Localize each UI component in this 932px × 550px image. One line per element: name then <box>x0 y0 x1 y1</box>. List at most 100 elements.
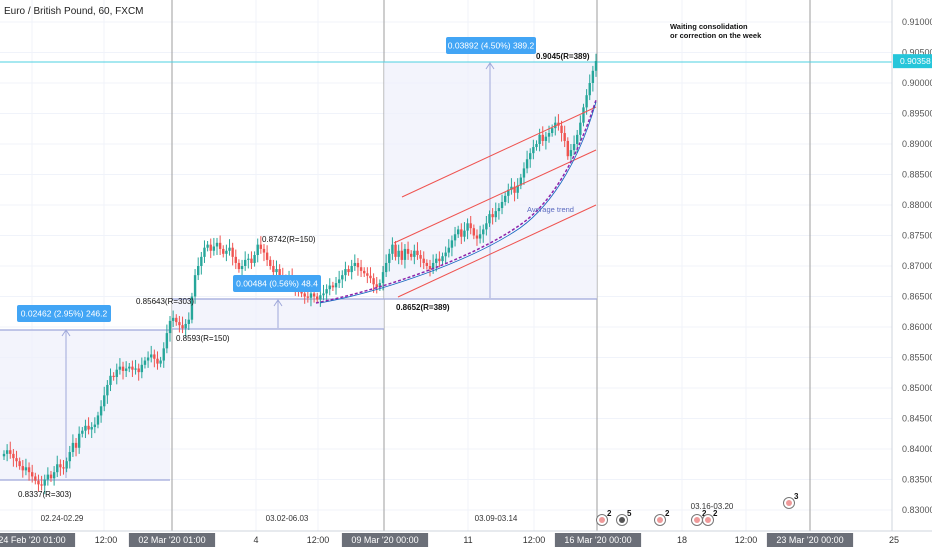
candle-body <box>463 230 466 237</box>
price-tick: 0.83000 <box>902 505 932 515</box>
candle-body <box>503 195 507 202</box>
measure-box-1[interactable] <box>17 305 111 322</box>
price-label-low2: 0.8593(R=150) <box>176 334 230 343</box>
candles <box>2 53 598 495</box>
candle-body <box>381 272 385 284</box>
candle-body <box>435 258 438 263</box>
time-axis-bg[interactable] <box>0 531 932 550</box>
candle-body <box>46 474 50 480</box>
candle-body <box>222 248 225 254</box>
time-tick: 4 <box>253 535 258 545</box>
candle-body <box>212 246 216 251</box>
time-tick: 12:00 <box>523 535 546 545</box>
candle-body <box>265 252 269 260</box>
candle-body <box>165 333 169 349</box>
candle-body <box>77 433 81 448</box>
candle-body <box>438 258 441 262</box>
candle-body <box>328 285 331 290</box>
event-badge-dot <box>619 517 625 523</box>
candle-body <box>243 259 247 266</box>
candle-body <box>397 250 400 257</box>
candle-body <box>131 366 134 370</box>
candle-body <box>563 133 566 141</box>
candle-body <box>522 168 526 178</box>
candle-body <box>353 262 357 266</box>
candle-body <box>538 134 541 144</box>
candle-body <box>350 266 353 273</box>
time-tick: 02 Mar '20 01:00 <box>138 535 205 545</box>
candle-body <box>507 189 510 196</box>
price-axis-bg[interactable] <box>892 0 932 550</box>
candle-body <box>153 354 156 359</box>
candle-body <box>428 266 432 270</box>
candle-body <box>309 293 313 298</box>
candle-body <box>478 234 482 239</box>
last-price-badge <box>893 54 932 69</box>
candle-body <box>544 136 548 141</box>
candle-body <box>510 186 513 190</box>
candle-body <box>234 256 237 263</box>
time-tick-highlight <box>766 533 854 547</box>
candle-body <box>475 235 479 239</box>
candle-body <box>572 144 576 151</box>
candle-body <box>15 458 18 462</box>
time-tick-highlight <box>0 533 76 547</box>
time-tick: 24 Feb '20 01:00 <box>0 535 66 545</box>
candle-body <box>9 450 12 454</box>
candle-body <box>81 430 84 434</box>
candle-body <box>193 275 197 297</box>
candle-body <box>231 247 234 257</box>
candle-body <box>84 425 87 431</box>
chart-title: Euro / British Pound, 60, FXCM <box>4 6 144 17</box>
measure-arrow-3-head <box>485 62 495 70</box>
price-tick: 0.85500 <box>902 353 932 363</box>
candle-body <box>525 159 529 169</box>
time-axis: 24 Feb '20 01:00 12:00 02 Mar '20 01:00 4 12… <box>0 530 932 550</box>
candle-body <box>588 83 591 96</box>
candle-body <box>569 150 573 157</box>
candle-body <box>34 476 37 481</box>
candle-body <box>388 253 391 263</box>
measure-box-2[interactable] <box>233 275 321 292</box>
candle-body <box>500 201 504 209</box>
candle-body <box>322 293 325 296</box>
candle-body <box>40 484 43 486</box>
candle-body <box>416 250 419 256</box>
measure-arrow-1-head <box>61 329 71 337</box>
price-tick: 0.89000 <box>902 139 932 149</box>
measure-box-1-text: 0.02462 (2.95%) 246.2 <box>21 309 108 319</box>
candle-body <box>325 289 328 294</box>
candle-body <box>118 366 122 370</box>
candle-body <box>306 296 310 298</box>
price-tick: 0.89500 <box>902 109 932 119</box>
candle-body <box>247 258 250 260</box>
candle-body <box>488 214 491 224</box>
candle-body <box>378 283 382 288</box>
candle-body <box>460 229 463 237</box>
candle-body <box>582 107 585 123</box>
time-tick: 18 <box>677 535 687 545</box>
candle-body <box>344 269 347 276</box>
candle-body <box>215 242 219 247</box>
time-tick: 12:00 <box>735 535 758 545</box>
candle-body <box>472 228 476 236</box>
candle-body <box>444 252 447 257</box>
price-tick: 0.88000 <box>902 200 932 210</box>
candle-body <box>413 250 416 257</box>
price-tick: 0.87000 <box>902 261 932 271</box>
candle-body <box>469 223 472 229</box>
level-lines <box>0 61 892 481</box>
candle-body <box>87 425 90 430</box>
candle-body <box>146 357 150 361</box>
candle-body <box>532 147 535 154</box>
candle-body <box>143 360 147 365</box>
price-label-high1: 0.85643(R=303) <box>136 297 194 306</box>
candle-body <box>59 464 62 468</box>
candle-body <box>237 262 241 270</box>
note-line-2: or correction on the week <box>670 31 762 40</box>
candle-body <box>409 253 413 257</box>
candle-body <box>363 270 366 274</box>
measure-box-3[interactable] <box>446 37 536 54</box>
overlays: Average trend 0.02462 (2.95%) 246.2 0.0048… <box>17 22 799 526</box>
candle-body <box>103 395 106 407</box>
